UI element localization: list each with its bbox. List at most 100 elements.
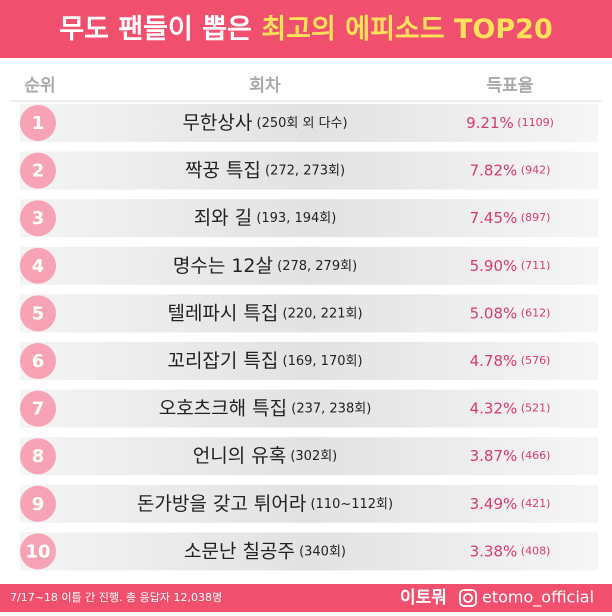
vote: 9.21% (1109) <box>466 114 554 132</box>
episode: 소문난 칠공주 (340회) <box>184 540 346 562</box>
vote-count: (421) <box>521 497 551 510</box>
rank: 8 <box>32 446 45 467</box>
vote-count: (466) <box>521 449 551 462</box>
vote-count: (1109) <box>517 116 554 129</box>
column-header: 득표율 <box>487 76 534 96</box>
episode: 언니의 유혹 (302회) <box>193 445 338 467</box>
vote-count: (521) <box>521 402 551 415</box>
episode-name: 언니의 유혹 <box>193 445 286 467</box>
vote-percent: 4.78% <box>470 352 518 370</box>
rank: 6 <box>32 351 45 372</box>
instagram-icon <box>459 589 477 607</box>
episode: 무한상사 (250회 외 다수) <box>182 112 347 134</box>
episode-name: 오호츠크해 특집 <box>159 397 287 419</box>
rank: 4 <box>32 256 45 277</box>
episode-detail: (169, 170회) <box>283 354 363 369</box>
vote-percent: 7.82% <box>470 161 518 179</box>
episode-name: 명수는 12살 <box>173 254 273 276</box>
row-bar <box>20 294 598 333</box>
episode-detail: (250회 외 다수) <box>257 116 348 131</box>
row-bar <box>20 532 598 571</box>
vote-count: (897) <box>521 211 551 224</box>
episode-name: 돈가방을 갖고 튀어라 <box>137 492 306 514</box>
row-bar <box>20 104 598 142</box>
rank-badge <box>20 533 56 570</box>
episode-name: 무한상사 <box>182 112 252 134</box>
episode-detail: (237, 238회) <box>291 401 371 416</box>
rank-badge <box>20 343 56 379</box>
row-bar <box>20 342 598 380</box>
row-bar <box>20 389 598 428</box>
rank: 7 <box>32 399 45 420</box>
vote-count: (576) <box>521 354 551 367</box>
vote: 3.49% (421) <box>470 494 551 512</box>
episode-detail: (272, 273회) <box>265 163 345 178</box>
rank-badge <box>20 247 56 284</box>
title: 무도 팬들이 뽑은 최고의 에피소드 TOP20 <box>59 14 553 45</box>
vote-percent: 7.45% <box>470 209 518 227</box>
rank: 9 <box>32 494 45 515</box>
rank-badge <box>20 295 56 332</box>
row-bar <box>20 437 598 476</box>
vote-percent: 4.32% <box>470 399 518 417</box>
row-bar <box>20 484 598 523</box>
rank-badge <box>20 200 56 237</box>
episode: 꼬리잡기 특집 (169, 170회) <box>167 350 362 372</box>
vote-count: (711) <box>521 259 551 272</box>
vote-percent: 5.08% <box>470 304 518 322</box>
header-bar <box>0 0 612 58</box>
column-header: 회차 <box>249 76 281 96</box>
vote: 7.45% (897) <box>470 209 551 227</box>
vote-count: (408) <box>521 544 551 557</box>
episode-name: 텔레파시 특집 <box>167 302 278 324</box>
rank: 2 <box>32 161 45 182</box>
rank-badge <box>20 152 56 189</box>
footer-note: 7/17~18 이틀 간 진행. 총 응답자 12,038명 <box>10 591 222 604</box>
vote-percent: 9.21% <box>466 114 514 132</box>
brand: 이토뭐 <box>400 587 447 608</box>
vote: 5.08% (612) <box>470 304 551 322</box>
vote: 3.38% (408) <box>470 542 551 560</box>
episode-detail: (340회) <box>299 544 346 559</box>
episode-name: 죄와 길 <box>194 207 252 229</box>
column-header: 순위 <box>24 76 55 96</box>
footer-bar <box>0 584 612 612</box>
episode-name: 소문난 칠공주 <box>184 540 295 562</box>
episode: 죄와 길 (193, 194회) <box>194 207 337 229</box>
rank: 10 <box>25 541 50 562</box>
vote: 4.32% (521) <box>470 399 551 417</box>
episode: 텔레파시 특집 (220, 221회) <box>167 302 362 324</box>
vote: 4.78% (576) <box>470 352 551 370</box>
rank-badge <box>20 105 56 141</box>
episode-detail: (110~112회) <box>310 496 393 511</box>
episode: 돈가방을 갖고 튀어라 (110~112회) <box>137 492 393 514</box>
rank: 3 <box>32 208 45 229</box>
title-yellow: 최고의 에피소드 TOP20 <box>261 14 552 45</box>
account: etomo_official <box>482 588 594 608</box>
episode: 오호츠크해 특집 (237, 238회) <box>159 397 372 419</box>
rank: 5 <box>32 303 45 324</box>
vote-count: (942) <box>521 164 551 177</box>
vote: 3.87% (466) <box>470 447 551 465</box>
vote-percent: 5.90% <box>470 256 518 274</box>
vote-percent: 3.38% <box>470 542 518 560</box>
rank-badge <box>20 438 56 475</box>
row-bar <box>20 151 598 190</box>
row-bar <box>20 246 598 285</box>
episode-detail: (220, 221회) <box>283 306 363 321</box>
vote-percent: 3.49% <box>470 494 518 512</box>
rank-badge <box>20 485 56 522</box>
vote: 5.90% (711) <box>470 256 551 274</box>
row-bar <box>20 199 598 238</box>
vote-percent: 3.87% <box>470 447 518 465</box>
episode: 명수는 12살 (278, 279회) <box>173 254 357 276</box>
vote: 7.82% (942) <box>470 161 551 179</box>
episode-detail: (193, 194회) <box>256 211 336 226</box>
episode-detail: (302회) <box>290 449 337 464</box>
episode-name: 꼬리잡기 특집 <box>167 350 278 372</box>
title-white: 무도 팬들이 뽑은 <box>59 14 252 45</box>
episode: 짝꿍 특집 (272, 273회) <box>185 159 345 181</box>
vote-count: (612) <box>521 306 551 319</box>
rank: 1 <box>32 113 45 134</box>
